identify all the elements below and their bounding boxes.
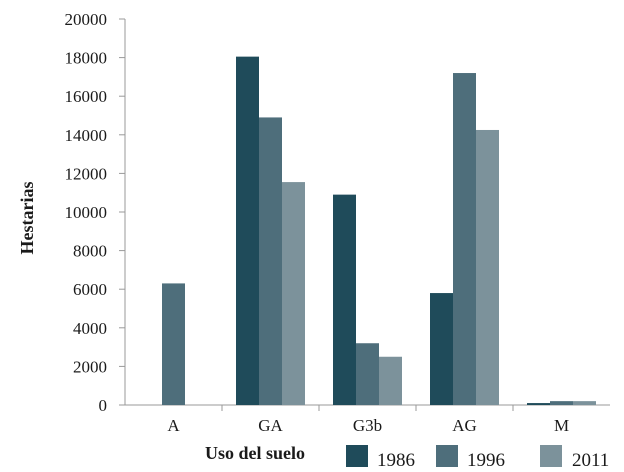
y-tick-label: 0 [99,396,108,415]
x-tick-label: GA [258,416,283,435]
bar-1996-AG [453,73,476,405]
x-tick-label: M [554,416,569,435]
bar-2011-G3b [379,356,402,405]
legend-swatch-1986 [346,445,368,467]
y-tick-label: 12000 [65,164,108,183]
y-tick-label: 8000 [73,242,107,261]
bars [162,56,596,406]
x-axis-title: Uso del suelo [205,443,305,463]
bar-2011-GA [282,182,305,405]
bar-2011-M [573,401,596,405]
legend-label-2011: 2011 [572,450,609,471]
bar-1986-G3b [333,194,356,405]
y-tick-label: 2000 [73,357,107,376]
y-tick-label: 18000 [65,49,108,68]
x-tick-label: AG [452,416,477,435]
y-tick-label: 10000 [65,203,108,222]
legend-swatch-1996 [436,445,458,467]
legend: 1986 1996 2011 [346,445,609,471]
y-axis-title: Hestarias [17,182,37,255]
x-tick-label: G3b [353,416,382,435]
y-tick-label: 14000 [65,126,108,145]
legend-swatch-2011 [540,445,562,467]
bar-1986-AG [430,293,453,405]
bar-1996-GA [259,117,282,406]
x-axis-tick-labels: A GA G3b AG M [167,405,569,435]
bar-2011-AG [476,129,499,405]
x-tick-label: A [167,416,180,435]
bar-1986-M [527,403,550,405]
bar-1996-A [162,283,185,405]
bar-1986-GA [236,56,259,405]
bar-1996-G3b [356,343,379,405]
y-tick-label: 20000 [65,10,108,29]
y-tick-label: 6000 [73,280,107,299]
legend-label-1996: 1996 [467,450,505,471]
y-axis-ticks: 0 2000 4000 6000 8000 10000 12000 14000 16000 180… [65,10,125,415]
y-tick-label: 16000 [65,87,108,106]
y-tick-label: 4000 [73,319,107,338]
legend-label-1986: 1986 [377,450,415,471]
bar-1996-M [550,401,573,405]
